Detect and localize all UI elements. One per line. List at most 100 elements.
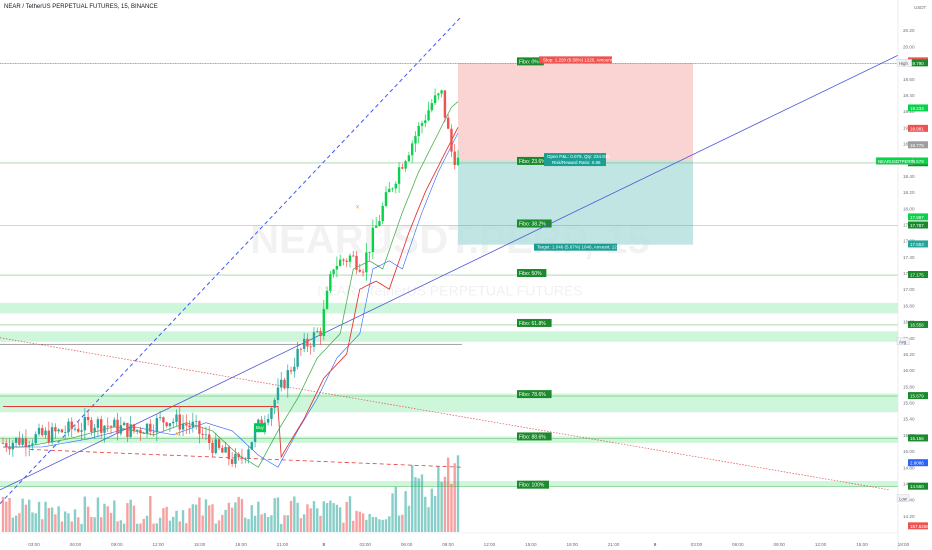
x-tick-label-12: 15:00: [525, 542, 537, 547]
fib-label-3: Fibo: 50%: [519, 271, 542, 277]
candle-body: [289, 370, 293, 372]
candle-body: [77, 428, 80, 432]
y-tick-label-11: 18.00: [903, 206, 915, 211]
y-tick-label-22: 15.80: [903, 384, 915, 389]
candle-body: [309, 346, 312, 348]
x-tick-label-1: 06:00: [70, 542, 82, 547]
x-tick-label-13: 18:00: [566, 542, 578, 547]
volume-bar: [24, 504, 28, 532]
target-zone: [458, 160, 693, 245]
fib-box-4: [517, 318, 552, 327]
candle-body: [152, 431, 155, 433]
candle-body: [388, 188, 391, 193]
volume-bar: [332, 503, 335, 532]
volume-bar: [116, 521, 119, 532]
price-tag-14: [908, 482, 928, 490]
candle-body: [355, 255, 358, 270]
volume-bar: [355, 510, 358, 532]
fib-box-6: [517, 432, 552, 441]
candle-body: [27, 445, 31, 447]
volume-bar: [322, 501, 325, 532]
volume-bar: [374, 517, 378, 532]
volume-bar: [194, 504, 198, 532]
candle-body: [358, 269, 361, 272]
volume-bar: [27, 499, 31, 532]
volume-bar: [201, 515, 204, 532]
volume-bar: [342, 522, 345, 532]
candle-body: [322, 308, 325, 337]
side-tag-3: [896, 494, 910, 502]
price-tag-6: [908, 213, 928, 221]
volume-bar: [155, 523, 159, 532]
candle-body: [18, 437, 21, 445]
candle-body: [446, 117, 450, 129]
candle-body: [365, 252, 368, 273]
volume-bar: [289, 500, 293, 532]
candle-body: [198, 421, 201, 434]
buy-marker: [254, 423, 266, 433]
y-tick-label-4: 19.40: [903, 93, 915, 98]
candle-body: [335, 266, 339, 270]
price-tag-label-7: 17.787: [910, 223, 924, 228]
price-tag-label-9: 17.175: [910, 273, 924, 278]
candle-body: [306, 338, 309, 347]
volume-bar: [260, 514, 263, 532]
volume-bar: [67, 513, 70, 532]
candle-body: [103, 425, 106, 433]
volume-bar: [371, 516, 375, 532]
volume-bar: [296, 502, 299, 532]
volume-bar: [172, 516, 175, 532]
price-tag-label-10: 16.558: [910, 322, 924, 327]
volume-bar: [80, 523, 83, 532]
x-tick-label-7: 8: [323, 542, 326, 547]
volume-bar: [407, 505, 411, 532]
candle-body: [142, 433, 145, 435]
volume-bar: [47, 507, 51, 532]
candle-body: [181, 423, 185, 430]
volume-bar: [86, 506, 90, 532]
volume-bar: [106, 506, 109, 532]
candle-body: [420, 123, 424, 126]
y-tick-label-23: 15.60: [903, 401, 915, 406]
candle-body: [456, 157, 460, 166]
volume-bar: [345, 501, 348, 532]
volume-bar: [240, 498, 244, 532]
candle-body: [253, 428, 257, 442]
volume-bar: [230, 507, 234, 532]
candle-body: [109, 426, 113, 428]
price-tag-label-12: 15.156: [910, 436, 924, 441]
x-tick-label-16: 03:00: [691, 542, 703, 547]
x-tick-label-15: 9: [654, 542, 657, 547]
candle-body: [208, 434, 211, 443]
candle-body: [37, 427, 41, 435]
volume-bar: [384, 519, 388, 532]
candle-body: [325, 290, 329, 309]
y-tick-label-9: 18.40: [903, 174, 915, 179]
candle-body: [384, 192, 388, 206]
candle-body: [11, 442, 15, 450]
price-tag-1: [908, 59, 928, 67]
volume-bar: [280, 523, 283, 532]
side-tag-1: [875, 157, 913, 165]
x-tick-label-20: 15:00: [856, 542, 868, 547]
volume-bar: [54, 514, 57, 532]
volume-bar: [420, 474, 424, 532]
support-zone-0: [0, 302, 898, 314]
candle-body: [437, 93, 440, 96]
candle-body: [348, 255, 352, 262]
candle-body: [201, 433, 204, 435]
candle-body: [63, 432, 67, 433]
candle-body: [21, 438, 24, 445]
x-tick-label-6: 21:00: [277, 542, 289, 547]
candle-body: [100, 419, 103, 433]
volume-bar: [381, 519, 384, 532]
candle-body: [119, 425, 123, 434]
volume-bar: [63, 511, 67, 532]
ma-line-fast: [3, 101, 459, 468]
y-tick-label-20: 16.20: [903, 352, 915, 357]
fib-box-3: [517, 269, 547, 278]
candle-body: [106, 425, 109, 427]
volume-bar: [388, 516, 391, 532]
candle-body: [188, 425, 191, 428]
